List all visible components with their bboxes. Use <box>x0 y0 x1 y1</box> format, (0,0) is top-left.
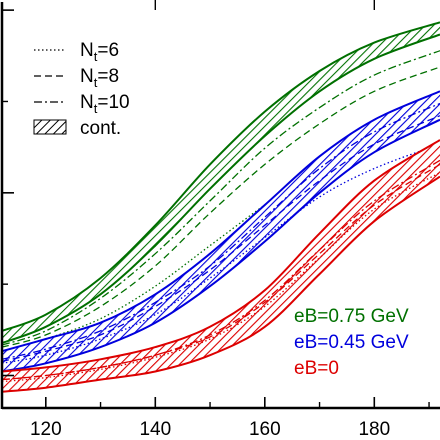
x-tick-label: 160 <box>249 419 281 440</box>
legend-label: cont. <box>80 118 121 139</box>
annotations: eB=0.75 GeV eB=0.45 GeV eB=0 <box>294 306 409 379</box>
nt8-line <box>2 163 440 381</box>
annotation-red: eB=0 <box>294 358 339 379</box>
nt10-line <box>2 159 440 381</box>
band-upper-edge <box>2 90 440 353</box>
legend-item: Nt=6 <box>34 40 119 64</box>
series-red <box>2 139 440 393</box>
series-blue <box>2 90 440 373</box>
legend-label: Nt=6 <box>80 40 119 64</box>
legend-label: Nt=10 <box>80 92 130 116</box>
legend-label: Nt=8 <box>80 66 119 90</box>
x-tick-label: 180 <box>358 419 390 440</box>
legend-item: cont. <box>33 118 121 139</box>
x-tick-label: 140 <box>139 419 171 440</box>
series-green <box>2 21 440 352</box>
annotation-blue: eB=0.45 GeV <box>294 332 409 353</box>
nt6-line <box>2 143 440 364</box>
band-lower-edge <box>2 33 440 344</box>
continuum-band <box>2 140 440 392</box>
legend-item: Nt=8 <box>34 66 119 90</box>
continuum-band <box>2 91 440 372</box>
legend-item: Nt=10 <box>34 92 130 116</box>
nt10-line <box>2 102 440 360</box>
annotation-green: eB=0.75 GeV <box>294 306 409 327</box>
nt10-line <box>2 50 440 346</box>
nt8-line <box>2 115 440 362</box>
legend-swatch <box>33 119 67 135</box>
band-lower-edge <box>2 175 440 393</box>
nt8-line <box>2 66 440 348</box>
nt6-line <box>2 171 440 383</box>
series-layer <box>2 21 440 393</box>
band-upper-edge <box>2 139 440 373</box>
x-tick-label: 120 <box>30 419 62 440</box>
band-upper-edge <box>2 21 440 332</box>
band-lower-edge <box>2 118 440 373</box>
